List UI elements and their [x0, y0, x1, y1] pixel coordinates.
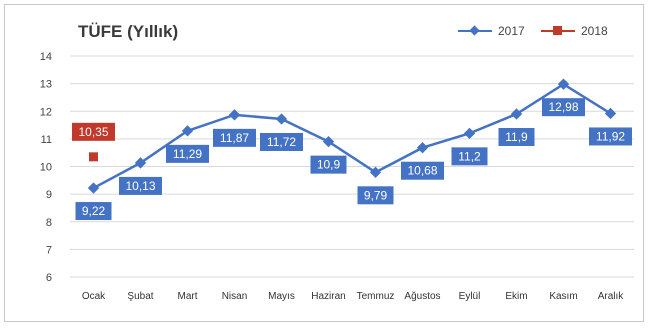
data-label-box-2017 [498, 128, 535, 147]
data-point-2017 [87, 182, 100, 194]
x-tick-label: Mart [178, 291, 198, 302]
data-label-box-2017 [119, 176, 162, 195]
data-point-2018 [89, 152, 98, 162]
data-label-box-2017 [260, 132, 303, 151]
legend-swatch-2017 [458, 25, 492, 36]
data-label-box-2018 [72, 122, 115, 141]
data-label-box-2017 [213, 128, 256, 147]
y-tick-label: 7 [46, 244, 52, 256]
legend-item-2018: 2018 [541, 24, 608, 38]
y-tick-label: 12 [40, 106, 52, 118]
data-label-box-2017 [589, 127, 632, 146]
data-label-box-2017 [166, 144, 209, 163]
legend-swatch-2018 [541, 26, 575, 36]
data-label-2017: 11,9 [505, 130, 528, 144]
data-label-2017: 10,13 [125, 179, 155, 193]
data-point-2017 [604, 107, 617, 120]
data-point-2017 [134, 157, 147, 169]
data-label-box-2017 [401, 161, 444, 180]
data-point-2017 [322, 135, 335, 148]
data-label-2018: 10,35 [78, 125, 108, 139]
data-label-box-2017 [542, 98, 585, 117]
x-tick-label: Haziran [311, 291, 345, 302]
y-tick-label: 8 [46, 217, 52, 229]
data-point-2017 [275, 113, 288, 125]
legend-label-2018: 2018 [581, 24, 608, 38]
x-tick-label: Nisan [222, 291, 248, 302]
data-point-2017 [416, 142, 429, 154]
data-label-2017: 9,22 [82, 204, 106, 218]
data-point-2017 [369, 166, 382, 178]
y-tick-label: 9 [46, 189, 52, 201]
chart-title: TÜFE (Yıllık) [78, 22, 179, 41]
legend-item-2017: 2017 [458, 24, 525, 38]
x-tick-label: Eylül [459, 291, 481, 302]
x-tick-label: Temmuz [357, 291, 395, 302]
data-label-box-2017 [310, 155, 347, 174]
data-label-box-2017 [75, 202, 112, 221]
data-label-2017: 11,2 [458, 149, 481, 163]
data-label-2017: 11,92 [596, 129, 625, 143]
x-tick-label: Kasım [549, 291, 577, 302]
data-label-2017: 11,72 [267, 135, 296, 149]
data-point-2017 [463, 127, 476, 140]
y-tick-label: 6 [46, 272, 52, 284]
x-tick-label: Mayıs [268, 291, 295, 302]
series-line-2017 [92, 82, 612, 190]
data-label-box-2017 [357, 186, 394, 205]
data-label-2017: 11,29 [173, 147, 202, 161]
x-tick-label: Ocak [82, 291, 106, 302]
y-tick-label: 10 [40, 162, 52, 174]
data-label-2017: 9,79 [364, 188, 388, 202]
y-tick-label: 13 [40, 79, 52, 91]
x-tick-label: Ağustos [404, 291, 440, 302]
x-tick-label: Ekim [505, 291, 527, 302]
legend-label-2017: 2017 [498, 24, 525, 38]
data-label-2017: 10,9 [317, 158, 341, 172]
x-tick-label: Aralık [598, 291, 625, 302]
data-point-2017 [181, 125, 194, 137]
data-label-2017: 10,68 [407, 164, 437, 178]
y-tick-label: 14 [40, 51, 52, 63]
x-tick-label: Şubat [127, 291, 153, 302]
data-label-2017: 11,87 [220, 131, 249, 145]
y-tick-label: 11 [41, 134, 52, 146]
data-label-2017: 12,98 [548, 100, 578, 114]
data-label-box-2017 [451, 147, 488, 166]
